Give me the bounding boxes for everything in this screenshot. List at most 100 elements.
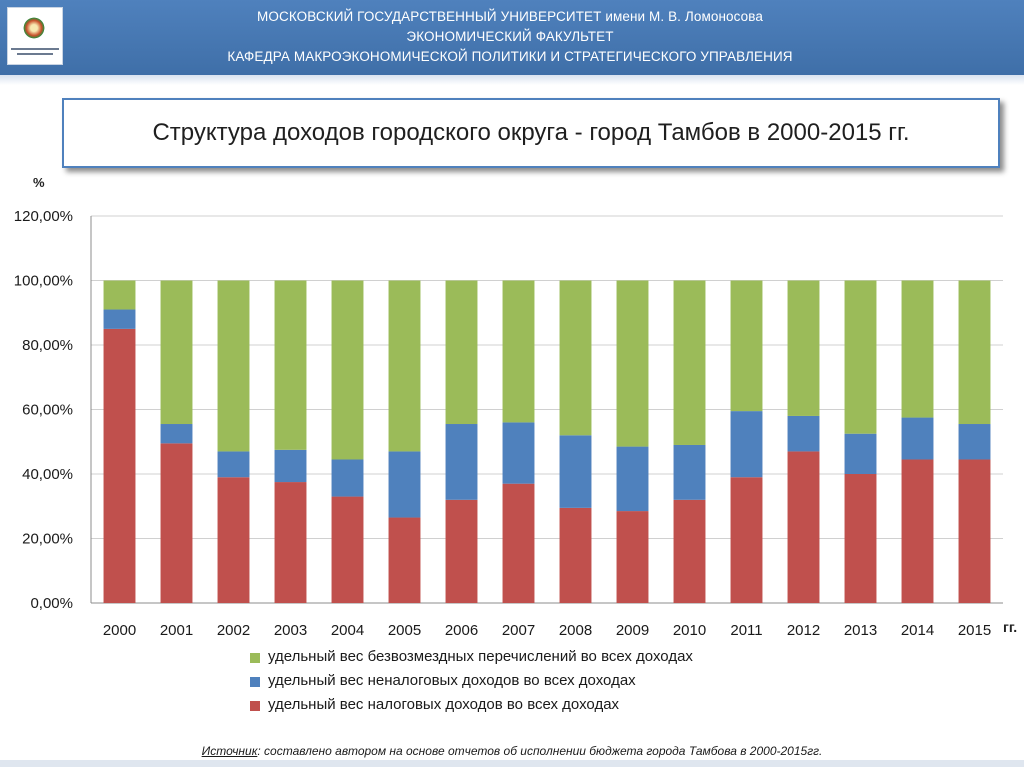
x-tick-label: 2007 (502, 622, 535, 639)
y-tick-labels: 0,00% 20,00% 40,00% 60,00% 80,00% 100,00% 120,… (14, 208, 73, 612)
bar-segment (445, 424, 478, 500)
slide-title-box: Структура доходов городского округа - го… (62, 98, 1000, 168)
x-tick-label: 2006 (445, 622, 478, 639)
bar-segment (673, 499, 706, 603)
bar-segment (217, 451, 250, 478)
legend-item-grants: удельный вес безвозмездных перечислений … (250, 648, 850, 672)
bar-segment (274, 449, 307, 483)
bar-segment (673, 444, 706, 500)
bar-segment (559, 280, 592, 436)
x-tick-label: 2004 (331, 622, 364, 639)
x-tick-labels: 2000 2001 2002 2003 2004 2005 2006 2007 2008 2009… (103, 622, 991, 639)
faculty-name: ЭКОНОМИЧЕСКИЙ ФАКУЛЬТЕТ (406, 29, 614, 44)
legend-label-tax: удельный вес налоговых доходов во всех д… (268, 696, 620, 713)
bar-segment (217, 477, 250, 603)
y-tick-label: 100,00% (14, 273, 73, 290)
bar-segment (160, 280, 193, 425)
source-lead: Источник (201, 744, 258, 758)
bar-segment (103, 280, 136, 310)
logo-caption-line (17, 53, 53, 55)
x-tick-label: 2010 (673, 622, 706, 639)
bar-segment (331, 280, 364, 460)
bar-segment (502, 422, 535, 484)
x-tick-label: 2014 (901, 622, 934, 639)
bar-segment (103, 309, 136, 329)
bar-segment (160, 424, 193, 444)
legend-swatch-blue (250, 677, 260, 687)
bar-segment (958, 280, 991, 425)
bar-segment (730, 411, 763, 478)
y-tick-label: 120,00% (14, 208, 73, 225)
x-tick-label: 2003 (274, 622, 307, 639)
legend-label-grants: удельный вес безвозмездных перечислений … (268, 648, 693, 665)
bar-segment (958, 459, 991, 603)
bar-segment (673, 280, 706, 445)
y-tick-label: 60,00% (22, 402, 73, 419)
bar-segment (787, 280, 820, 416)
university-logo (7, 7, 63, 65)
x-tick-label: 2015 (958, 622, 991, 639)
bar-segment (502, 280, 535, 423)
bar-segment (103, 328, 136, 603)
stacked-bar-chart: 0,00% 20,00% 40,00% 60,00% 80,00% 100,00% 120,… (14, 208, 1017, 639)
logo-caption-line (11, 48, 59, 50)
bar-segment (901, 459, 934, 603)
bar-segment (445, 280, 478, 425)
x-tick-label: 2008 (559, 622, 592, 639)
header-banner: МОСКОВСКИЙ ГОСУДАРСТВЕННЫЙ УНИВЕРСИТЕТ и… (0, 0, 1024, 75)
emblem-icon (22, 16, 46, 40)
bar-segment (445, 499, 478, 603)
bar-segment (901, 417, 934, 460)
bar-segment (217, 280, 250, 452)
bar-segment (844, 474, 877, 603)
bar-segment (844, 433, 877, 474)
bar-segment (730, 280, 763, 412)
source-text: : составлено автором на основе отчетов о… (257, 744, 823, 758)
legend: удельный вес безвозмездных перечислений … (250, 648, 850, 720)
y-tick-label: 80,00% (22, 337, 73, 354)
bar-segment (388, 451, 421, 518)
x-tick-label: 2000 (103, 622, 136, 639)
department-name: КАФЕДРА МАКРОЭКОНОМИЧЕСКОЙ ПОЛИТИКИ И СТ… (227, 49, 793, 64)
legend-item-nontax: удельный вес неналоговых доходов во всех… (250, 672, 850, 696)
x-tick-label: 2012 (787, 622, 820, 639)
bar-segment (331, 496, 364, 603)
bar-segment (274, 482, 307, 603)
bars (103, 280, 991, 603)
bar-segment (559, 435, 592, 508)
x-tick-label: 2009 (616, 622, 649, 639)
bar-segment (958, 424, 991, 460)
footer-strip (0, 760, 1024, 767)
x-tick-label: 2002 (217, 622, 250, 639)
legend-item-tax: удельный вес налоговых доходов во всех д… (250, 696, 850, 720)
y-tick-label: 40,00% (22, 466, 73, 483)
x-axis-unit-label: гг. (1003, 619, 1017, 635)
bar-segment (844, 280, 877, 434)
source-note: Источник: составлено автором на основе о… (0, 744, 1024, 758)
x-tick-label: 2001 (160, 622, 193, 639)
x-tick-label: 2011 (730, 622, 762, 639)
bar-segment (388, 280, 421, 452)
bar-segment (502, 483, 535, 603)
legend-swatch-red (250, 701, 260, 711)
legend-label-nontax: удельный вес неналоговых доходов во всех… (268, 672, 636, 689)
bar-segment (559, 507, 592, 603)
bar-segment (160, 443, 193, 603)
bar-segment (274, 280, 307, 450)
x-tick-label: 2005 (388, 622, 421, 639)
header-shadow (0, 75, 1024, 85)
bar-segment (331, 459, 364, 497)
bar-segment (787, 415, 820, 452)
bar-segment (730, 477, 763, 603)
bar-segment (901, 280, 934, 418)
bar-segment (388, 517, 421, 603)
x-tick-label: 2013 (844, 622, 877, 639)
y-tick-label: 20,00% (22, 531, 73, 548)
y-tick-label: 0,00% (30, 595, 73, 612)
bar-segment (787, 451, 820, 603)
university-name: МОСКОВСКИЙ ГОСУДАРСТВЕННЫЙ УНИВЕРСИТЕТ и… (257, 9, 763, 24)
legend-swatch-green (250, 653, 260, 663)
bar-segment (616, 511, 649, 603)
bar-segment (616, 280, 649, 447)
slide-title: Структура доходов городского округа - го… (152, 119, 910, 146)
